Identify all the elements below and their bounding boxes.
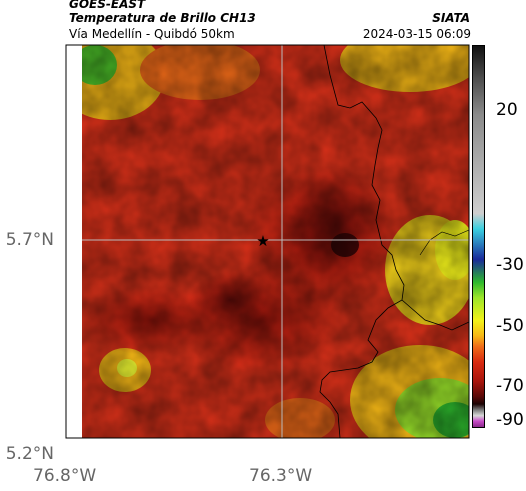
lon-label-1: 76.8°W — [33, 466, 97, 486]
product-title: Temperatura de Brillo CH13 — [69, 11, 256, 25]
border-line-3 — [419, 229, 470, 256]
datetime-label: 2024-03-15 06:09 — [362, 27, 471, 41]
colorbar-tick-minus30: -30 — [496, 255, 524, 275]
area-label: Vía Medellín - Quibdó 50km — [69, 27, 235, 41]
border-line-2 — [401, 299, 470, 331]
colorbar — [472, 45, 485, 428]
temperature-field — [82, 45, 469, 438]
border-line — [319, 44, 405, 439]
lat-label-1: 5.7°N — [5, 230, 54, 250]
star-marker: ★ — [256, 232, 269, 250]
lon-label-2: 76.3°W — [249, 466, 313, 486]
colorbar-tick-minus50: -50 — [496, 316, 524, 336]
colorbar-tick-20: 20 — [496, 100, 518, 120]
colorbar-tick-minus90: -90 — [496, 410, 524, 430]
organization-label: SIATA — [432, 11, 470, 25]
satellite-name: GOES-EAST — [69, 0, 146, 11]
lat-label-2: 5.2°N — [5, 444, 54, 464]
colorbar-tick-minus70: -70 — [496, 376, 524, 396]
